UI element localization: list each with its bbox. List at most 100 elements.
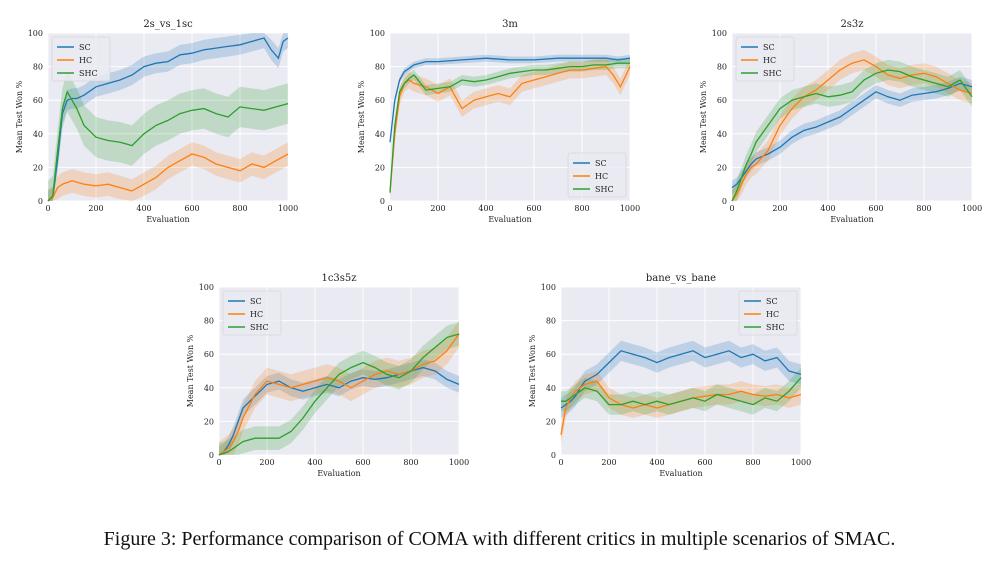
legend-label-sc: SC — [250, 297, 262, 306]
legend-label-hc: HC — [79, 56, 92, 65]
y-axis-label: Mean Test Won % — [15, 80, 24, 153]
x-tick-label: 200 — [601, 458, 616, 467]
series-line-sc — [560, 350, 802, 409]
y-tick-label: 80 — [717, 63, 727, 72]
legend-label-shc: SHC — [763, 69, 782, 78]
y-axis-label: Mean Test Won % — [357, 80, 366, 153]
x-tick-label: 400 — [820, 204, 835, 213]
series-line-hc — [731, 59, 973, 202]
x-tick-label: 800 — [916, 204, 931, 213]
series-line-hc — [218, 333, 460, 456]
y-tick-label: 0 — [209, 451, 214, 460]
x-tick-label: 600 — [355, 458, 370, 467]
legend: SC HC SHC — [735, 36, 795, 82]
y-tick-label: 0 — [38, 197, 43, 206]
chart-bane-vs-bane: 0 200 400 600 800 1000 0 20 40 60 80 100 bane_vs_ban… — [528, 273, 811, 478]
series-line-shc — [731, 69, 973, 202]
series-line-sc — [731, 82, 973, 189]
legend-label-shc: SHC — [766, 323, 785, 332]
series-band-sc — [219, 359, 459, 455]
x-tick-label: 0 — [729, 204, 734, 213]
x-tick-label: 1000 — [278, 204, 298, 213]
legend-label-hc: HC — [766, 310, 779, 319]
x-tick-label: 800 — [232, 204, 247, 213]
series-band-hc — [48, 142, 288, 201]
series-line-shc — [561, 377, 802, 406]
x-tick-label: 0 — [45, 204, 50, 213]
chart-title: 2s_vs_1sc — [143, 19, 193, 30]
series-line-shc — [47, 90, 289, 202]
series-band-sc — [561, 340, 801, 418]
x-tick-label: 0 — [216, 458, 221, 467]
y-tick-label: 0 — [380, 197, 385, 206]
x-tick-label: 800 — [745, 458, 760, 467]
legend-box — [567, 152, 627, 198]
y-tick-label: 100 — [541, 283, 556, 292]
y-tick-label: 40 — [375, 130, 385, 139]
x-tick-label: 200 — [259, 458, 274, 467]
x-tick-label: 0 — [387, 204, 392, 213]
y-tick-label: 100 — [712, 29, 727, 38]
legend: SC HC SHC — [222, 290, 282, 336]
series-band-shc — [390, 58, 630, 198]
legend-label-sc: SC — [766, 297, 778, 306]
y-axis-label: Mean Test Won % — [186, 334, 195, 407]
legend-label-shc: SHC — [79, 69, 98, 78]
x-tick-label: 200 — [88, 204, 103, 213]
y-tick-label: 60 — [717, 96, 727, 105]
y-tick-label: 20 — [375, 163, 385, 172]
x-tick-label: 1000 — [962, 204, 982, 213]
series-band-shc — [561, 367, 801, 415]
series-band-sc — [390, 54, 630, 146]
x-axis-label: Evaluation — [830, 215, 873, 224]
legend-label-hc: HC — [595, 172, 608, 181]
legend: SC HC SHC — [51, 36, 111, 82]
legend-label-shc: SHC — [595, 185, 614, 194]
y-tick-label: 40 — [204, 384, 214, 393]
legend: SC HC SHC — [567, 152, 627, 198]
chart-title: 3m — [502, 19, 518, 30]
x-tick-label: 200 — [772, 204, 787, 213]
x-axis-label: Evaluation — [146, 215, 189, 224]
legend-label-hc: HC — [250, 310, 263, 319]
x-tick-label: 1000 — [620, 204, 640, 213]
y-tick-label: 40 — [546, 384, 556, 393]
y-tick-label: 20 — [546, 417, 556, 426]
legend-box — [738, 290, 798, 336]
y-tick-label: 60 — [375, 96, 385, 105]
legend-label-shc: SHC — [250, 323, 269, 332]
y-tick-label: 60 — [546, 350, 556, 359]
series-band-shc — [48, 71, 288, 201]
series-band-shc — [732, 59, 972, 202]
y-tick-label: 80 — [546, 317, 556, 326]
legend-box — [51, 36, 111, 82]
y-tick-label: 40 — [33, 130, 43, 139]
x-tick-label: 200 — [430, 204, 445, 213]
y-tick-label: 100 — [28, 29, 43, 38]
series-line-hc — [389, 65, 631, 193]
x-tick-label: 400 — [136, 204, 151, 213]
y-axis-label: Mean Test Won % — [699, 80, 708, 153]
chart-title: 1c3s5z — [321, 273, 356, 284]
chart-3m: 0 200 400 600 800 1000 0 20 40 60 80 100 3m Evaluatio… — [357, 19, 640, 224]
series-line-hc — [560, 380, 802, 435]
x-axis-label: Evaluation — [659, 469, 702, 478]
y-tick-label: 20 — [204, 417, 214, 426]
legend-box — [735, 36, 795, 82]
x-tick-label: 600 — [184, 204, 199, 213]
x-tick-label: 600 — [868, 204, 883, 213]
y-tick-label: 60 — [33, 96, 43, 105]
x-tick-label: 1000 — [449, 458, 469, 467]
x-tick-label: 600 — [697, 458, 712, 467]
y-tick-label: 80 — [375, 63, 385, 72]
y-axis-label: Mean Test Won % — [528, 334, 537, 407]
chart-title: bane_vs_bane — [646, 273, 716, 284]
y-tick-label: 100 — [370, 29, 385, 38]
y-tick-label: 80 — [33, 63, 43, 72]
x-axis-label: Evaluation — [317, 469, 360, 478]
legend-label-sc: SC — [595, 159, 607, 168]
y-tick-label: 20 — [33, 163, 43, 172]
legend: SC HC SHC — [738, 290, 798, 336]
y-tick-label: 80 — [204, 317, 214, 326]
